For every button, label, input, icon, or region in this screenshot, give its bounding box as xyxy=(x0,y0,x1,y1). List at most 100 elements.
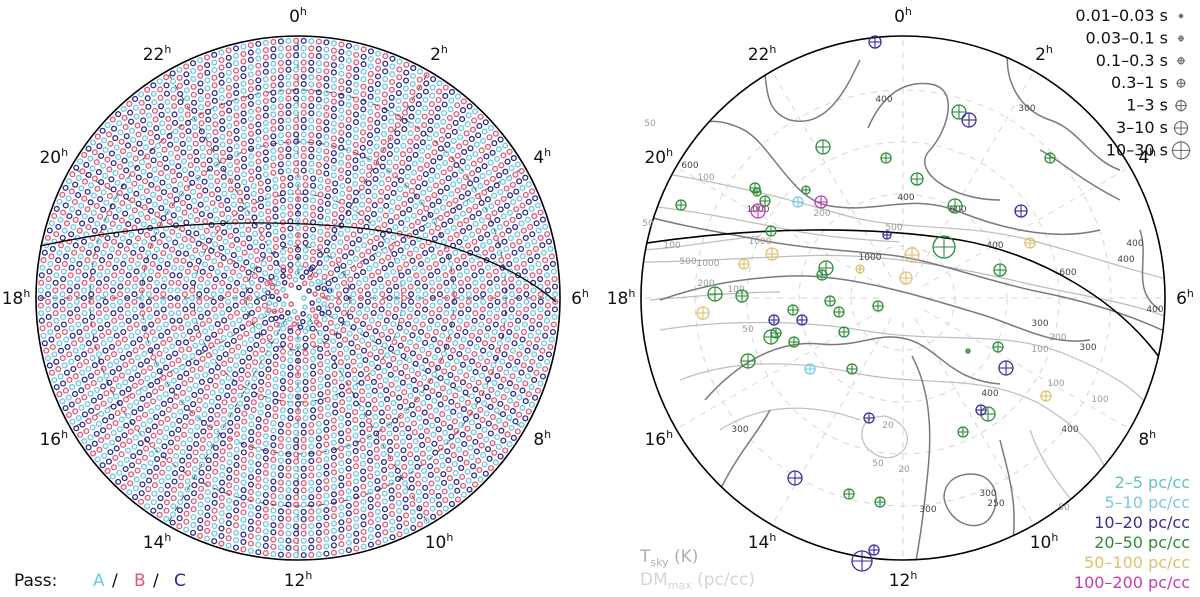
pointing-ring xyxy=(204,62,211,69)
pointing-ring xyxy=(399,379,406,386)
pointing-ring xyxy=(294,188,302,196)
pointing-ring xyxy=(126,100,133,107)
pointing-ring xyxy=(212,348,219,355)
pointing-ring xyxy=(226,366,233,373)
pointing-ring xyxy=(233,309,241,317)
pointing-ring xyxy=(490,362,497,369)
pointing-ring xyxy=(294,415,302,422)
pointing-ring xyxy=(255,519,262,526)
pointing-ring xyxy=(432,407,440,414)
pointing-ring xyxy=(437,401,444,408)
pointing-ring xyxy=(498,332,505,339)
pointing-ring xyxy=(387,371,394,378)
pointing-ring xyxy=(225,520,232,527)
pointing-ring xyxy=(202,187,209,194)
pointing-ring xyxy=(185,136,192,143)
pulsar-marker xyxy=(910,172,924,186)
pointing-ring xyxy=(455,143,463,150)
pointing-ring xyxy=(477,113,484,120)
pointing-ring xyxy=(287,325,293,331)
pointing-ring xyxy=(429,388,436,395)
pointing-ring xyxy=(69,205,76,213)
pointing-ring xyxy=(401,126,408,133)
pointing-ring xyxy=(261,287,268,294)
pointing-ring xyxy=(396,523,403,530)
pointing-ring xyxy=(330,40,337,47)
pointing-ring xyxy=(497,189,504,196)
pointing-ring xyxy=(472,287,479,294)
pointing-ring xyxy=(531,351,538,358)
period-legend-label: 0.3–1 s xyxy=(1111,73,1168,92)
pointing-ring xyxy=(262,506,269,513)
pointing-ring xyxy=(187,213,194,220)
pointing-ring xyxy=(224,206,231,213)
pointing-ring xyxy=(542,332,549,339)
pointing-ring xyxy=(323,39,330,46)
pointing-ring xyxy=(302,342,309,349)
pointing-ring xyxy=(428,488,435,495)
pointing-ring xyxy=(69,257,76,264)
pointing-ring xyxy=(297,324,304,330)
pointing-ring xyxy=(135,389,142,396)
pointing-ring xyxy=(255,128,262,135)
pointing-ring xyxy=(94,343,101,350)
pointing-ring xyxy=(399,430,406,437)
pointing-ring xyxy=(392,426,399,433)
pointing-ring xyxy=(442,272,449,279)
pointing-ring xyxy=(238,367,245,374)
pointing-ring xyxy=(352,189,360,196)
pointing-ring xyxy=(482,470,489,477)
pointing-ring xyxy=(308,74,315,81)
pointing-ring xyxy=(395,89,402,97)
pointing-ring xyxy=(390,355,397,362)
pointing-ring xyxy=(255,534,262,541)
pointing-ring xyxy=(479,313,486,321)
pointing-ring xyxy=(193,432,200,439)
pointing-ring xyxy=(545,351,552,358)
pointing-ring xyxy=(373,446,380,453)
pointing-ring xyxy=(310,392,317,399)
contour-legend-dm: DMmax (pc/cc) xyxy=(640,570,755,592)
pointing-ring xyxy=(188,170,195,177)
pointing-ring xyxy=(533,369,540,376)
pointing-ring xyxy=(92,336,99,343)
pointing-ring xyxy=(77,431,84,438)
pointing-ring xyxy=(375,58,382,65)
pointing-ring xyxy=(399,151,406,158)
pointing-ring xyxy=(483,410,490,417)
pointing-ring xyxy=(201,244,209,251)
pointing-ring xyxy=(520,227,527,234)
pointing-ring xyxy=(427,317,434,324)
pointing-ring xyxy=(62,387,69,394)
pointing-ring xyxy=(530,287,537,294)
pointing-ring xyxy=(268,273,275,280)
pointing-ring xyxy=(423,517,430,524)
pointing-ring xyxy=(174,154,181,161)
pulsar-marker xyxy=(750,203,766,219)
pointing-ring xyxy=(162,242,169,249)
pointing-ring xyxy=(528,205,535,212)
pulsar-marker xyxy=(874,496,886,508)
pointing-ring xyxy=(302,247,309,254)
pointing-ring xyxy=(420,189,427,196)
pointing-ring xyxy=(300,310,306,317)
hour-label: 12h xyxy=(284,569,313,591)
pointing-ring xyxy=(330,491,337,498)
pointing-ring xyxy=(99,462,106,469)
pointing-ring xyxy=(302,364,309,371)
pointing-ring xyxy=(179,457,186,464)
dm-contour xyxy=(679,363,1111,481)
pointing-ring xyxy=(481,163,488,170)
pointing-ring xyxy=(83,231,90,238)
pointing-ring xyxy=(60,209,67,216)
pointing-ring xyxy=(350,231,357,238)
dm-legend-label: 2–5 pc/cc xyxy=(1115,473,1190,492)
pointing-ring xyxy=(70,365,77,373)
pointing-ring xyxy=(375,65,382,72)
pointing-ring xyxy=(435,492,442,500)
pointing-ring xyxy=(402,488,409,495)
pointing-ring xyxy=(505,227,512,234)
pointing-ring xyxy=(410,169,418,176)
pointing-ring xyxy=(255,70,262,77)
pointing-ring xyxy=(444,448,451,455)
